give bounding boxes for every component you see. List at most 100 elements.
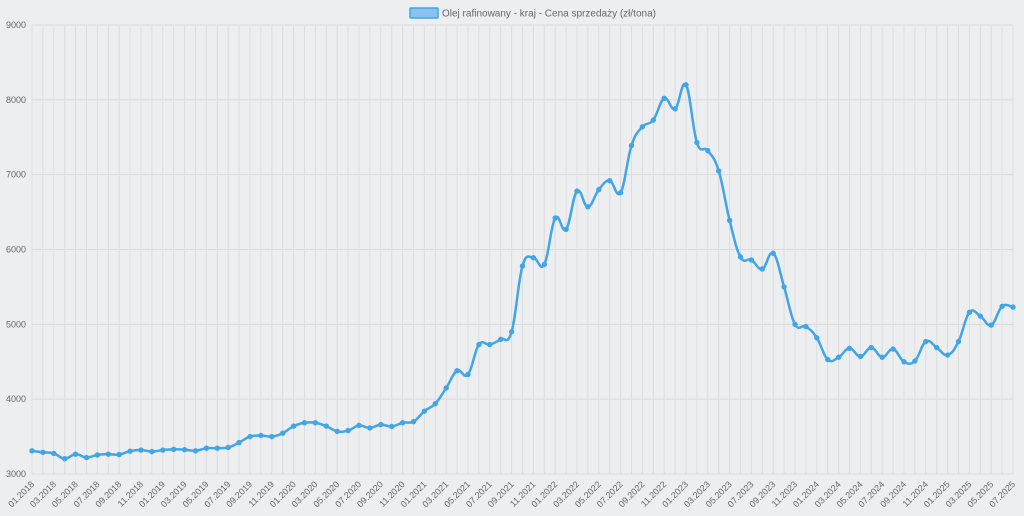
data-point[interactable] — [694, 139, 700, 146]
data-point[interactable] — [40, 449, 46, 455]
data-point[interactable] — [487, 341, 493, 348]
data-point[interactable] — [280, 430, 286, 436]
data-point[interactable] — [323, 423, 329, 429]
data-point[interactable] — [596, 186, 602, 193]
legend[interactable]: Olej rafinowany - kraj - Cena sprzedaży … — [409, 7, 656, 20]
data-point[interactable] — [410, 418, 417, 425]
data-point[interactable] — [944, 352, 951, 358]
data-point[interactable] — [999, 303, 1005, 310]
data-point[interactable] — [105, 451, 112, 457]
data-point[interactable] — [846, 345, 853, 351]
data-point[interactable] — [465, 371, 471, 378]
data-point[interactable] — [857, 353, 864, 360]
data-point[interactable] — [508, 329, 515, 335]
data-point[interactable] — [160, 447, 166, 453]
data-point[interactable] — [803, 323, 809, 330]
data-point[interactable] — [225, 444, 231, 451]
data-point[interactable] — [72, 451, 79, 457]
data-point[interactable] — [389, 423, 395, 430]
data-point[interactable] — [814, 335, 820, 341]
data-point[interactable] — [1010, 304, 1016, 310]
data-point[interactable] — [116, 451, 122, 458]
y-tick-label: 8000 — [6, 95, 26, 105]
data-point[interactable] — [825, 356, 831, 363]
data-point[interactable] — [127, 448, 133, 454]
data-point[interactable] — [83, 454, 90, 461]
data-point[interactable] — [498, 336, 504, 342]
data-point[interactable] — [454, 368, 460, 374]
data-point[interactable] — [792, 321, 798, 328]
data-point[interactable] — [934, 344, 940, 351]
data-point[interactable] — [247, 433, 253, 440]
data-point[interactable] — [607, 177, 613, 184]
data-point[interactable] — [716, 168, 722, 174]
data-point[interactable] — [171, 446, 177, 453]
data-point[interactable] — [923, 338, 929, 345]
data-point[interactable] — [890, 346, 896, 352]
data-point[interactable] — [705, 148, 711, 154]
data-point[interactable] — [628, 142, 635, 149]
data-point[interactable] — [312, 420, 319, 426]
data-point[interactable] — [617, 189, 624, 196]
y-tick-label: 7000 — [6, 170, 26, 180]
data-point[interactable] — [683, 82, 689, 88]
y-tick-label: 9000 — [6, 20, 26, 30]
legend-swatch[interactable] — [409, 7, 439, 19]
data-point[interactable] — [476, 341, 482, 348]
data-point[interactable] — [552, 215, 558, 221]
data-point[interactable] — [301, 420, 308, 426]
data-point[interactable] — [661, 95, 667, 102]
data-point[interactable] — [737, 254, 744, 260]
data-point[interactable] — [29, 448, 35, 454]
data-point[interactable] — [367, 425, 373, 431]
data-point[interactable] — [378, 421, 384, 428]
data-point[interactable] — [421, 408, 428, 414]
data-point[interactable] — [770, 250, 776, 256]
data-point[interactable] — [192, 448, 199, 454]
data-point[interactable] — [955, 338, 962, 345]
x-axis: 01.201803.201805.201807.201809.201811.20… — [6, 479, 1017, 509]
data-point[interactable] — [748, 257, 755, 263]
data-point[interactable] — [443, 385, 449, 391]
data-point[interactable] — [432, 400, 438, 407]
data-point[interactable] — [759, 266, 765, 272]
data-point[interactable] — [868, 344, 874, 351]
data-point[interactable] — [966, 309, 973, 316]
data-point[interactable] — [214, 445, 221, 451]
data-point[interactable] — [334, 428, 340, 435]
data-point[interactable] — [51, 450, 57, 457]
data-point[interactable] — [94, 452, 101, 458]
legend-label[interactable]: Olej rafinowany - kraj - Cena sprzedaży … — [442, 9, 656, 20]
y-tick-label: 6000 — [6, 245, 26, 255]
data-point[interactable] — [61, 455, 68, 462]
data-point[interactable] — [574, 188, 580, 194]
data-point[interactable] — [138, 447, 144, 453]
data-point[interactable] — [519, 263, 526, 269]
data-point[interactable] — [149, 448, 155, 455]
y-axis: 3000 4000 5000 6000 7000 8000 9000 — [6, 20, 26, 479]
data-point[interactable] — [726, 217, 733, 224]
data-point[interactable] — [585, 204, 591, 210]
data-point[interactable] — [290, 423, 297, 429]
data-point[interactable] — [563, 226, 569, 232]
data-point[interactable] — [269, 433, 275, 440]
data-point[interactable] — [912, 358, 918, 364]
data-point[interactable] — [530, 255, 537, 261]
data-point[interactable] — [977, 313, 983, 319]
data-point[interactable] — [181, 446, 188, 453]
data-point[interactable] — [258, 432, 264, 439]
data-point[interactable] — [639, 124, 646, 130]
data-point[interactable] — [650, 117, 656, 123]
data-point[interactable] — [988, 322, 994, 328]
data-point[interactable] — [781, 284, 787, 290]
data-point[interactable] — [236, 439, 242, 446]
data-point[interactable] — [356, 422, 362, 429]
data-point[interactable] — [672, 106, 678, 112]
data-point[interactable] — [203, 445, 210, 451]
data-point[interactable] — [541, 261, 547, 268]
data-point[interactable] — [345, 427, 351, 434]
data-point[interactable] — [901, 359, 907, 365]
data-point[interactable] — [399, 420, 406, 426]
data-point[interactable] — [835, 354, 842, 360]
data-point[interactable] — [879, 354, 885, 360]
